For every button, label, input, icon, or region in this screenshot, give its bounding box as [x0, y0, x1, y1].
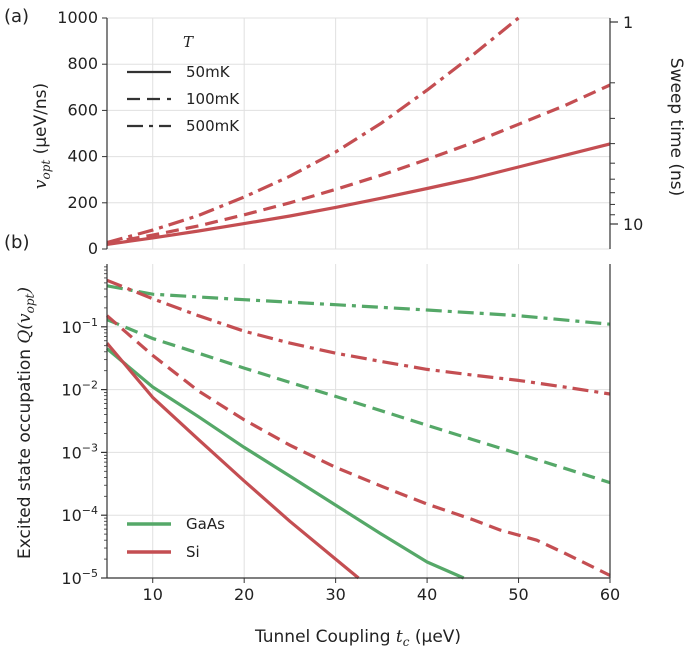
x-axis-subscript: c: [403, 635, 410, 649]
right-tick-label: 10: [623, 215, 643, 234]
bottom-y-text: Excited state occupation: [15, 344, 35, 559]
y-tick-label: 10−1: [61, 316, 98, 337]
series-line-GaAs-50mK: [105, 347, 465, 580]
legend-label-50mK: 50mK: [186, 63, 231, 81]
temperature-legend: T 50mK 100mK 500mK: [127, 33, 240, 135]
y-tick-label: 10−4: [61, 504, 98, 525]
legend-label-Si: Si: [186, 543, 200, 561]
panel-a-series: [106, 16, 611, 246]
bottom-y-arg: (v: [15, 313, 35, 330]
panel-b-grid: [107, 264, 611, 579]
panel-a-axes: [106, 18, 611, 249]
series-line-Si-50mK: [105, 342, 360, 580]
y-tick-label: 1000: [57, 8, 98, 27]
series-line-500mK: [106, 16, 520, 245]
panel-b: 10−510−410−310−210−110 20 30 40 50 60: [61, 264, 620, 604]
panel-b-label: (b): [4, 232, 29, 253]
tick-base: 10: [61, 506, 81, 525]
series-line-50mK: [106, 142, 611, 246]
panel-a-label: (a): [4, 6, 29, 27]
panel-b-ticks: 10−510−410−310−210−110 20 30 40 50 60: [61, 266, 620, 604]
tick-exponent: −1: [82, 316, 98, 329]
top-y-axis-label: vopt (μeV/ns): [31, 83, 53, 189]
x-tick-label: 10: [143, 585, 163, 604]
bottom-y-close: ): [15, 287, 35, 295]
x-axis-unit: (μeV): [409, 627, 461, 647]
bottom-y-subscript: opt: [23, 293, 37, 313]
y-tick-label: 10−2: [61, 379, 98, 400]
top-y-unit: (μeV/ns): [31, 83, 51, 160]
tick-base: 10: [61, 318, 81, 337]
right-tick-label: 1: [623, 13, 633, 32]
x-tick-label: 30: [325, 585, 345, 604]
top-y-symbol: v: [31, 179, 51, 189]
y-tick-label: 200: [67, 193, 98, 212]
y-tick-label: 10−3: [61, 441, 98, 462]
tick-exponent: −3: [82, 441, 98, 454]
y-tick-label: 400: [67, 147, 98, 166]
y-tick-label: 600: [67, 100, 98, 119]
panel-b-axes: [106, 264, 611, 579]
x-axis-label: Tunnel Coupling tc (μeV): [254, 627, 461, 649]
tick-exponent: −2: [82, 379, 98, 392]
legend-label-GaAs: GaAs: [186, 515, 225, 533]
top-y-subscript: opt: [39, 160, 53, 180]
y-tick-label: 10−5: [61, 567, 98, 588]
material-legend: GaAs Si: [127, 515, 225, 561]
series-line-Si-100mK: [105, 314, 611, 577]
panel-a-right-axis: 1 10: [610, 13, 643, 234]
y-tick-label: 0: [88, 239, 98, 258]
series-line-Si-500mK: [106, 278, 611, 396]
legend-label-500mK: 500mK: [186, 117, 240, 135]
series-line-GaAs-500mK: [106, 284, 611, 326]
right-y-axis-label: Sweep time (ns): [666, 58, 686, 197]
tick-base: 10: [61, 381, 81, 400]
panel-a-grid: [107, 17, 611, 250]
x-tick-label: 20: [234, 585, 254, 604]
bottom-y-axis-label: Excited state occupation Q(vopt): [15, 287, 37, 559]
tick-exponent: −4: [82, 504, 98, 517]
legend-label-100mK: 100mK: [186, 90, 240, 108]
x-tick-label: 50: [508, 585, 528, 604]
x-tick-label: 40: [417, 585, 437, 604]
panel-a-ticks: 0 200 400 600 800 1000: [57, 8, 107, 258]
x-axis-text: Tunnel Coupling: [254, 627, 396, 647]
panel-b-series: [105, 278, 611, 580]
y-tick-label: 800: [67, 54, 98, 73]
x-axis-symbol: t: [396, 627, 403, 647]
x-tick-label: 60: [600, 585, 620, 604]
series-line-GaAs-100mK: [106, 318, 611, 485]
bottom-y-Q: Q: [15, 330, 35, 344]
tick-exponent: −5: [82, 567, 98, 580]
legend-title: T: [183, 33, 194, 51]
tick-base: 10: [61, 569, 81, 588]
tick-base: 10: [61, 443, 81, 462]
series-line-100mK: [106, 83, 611, 245]
panel-a: 0 200 400 600 800 1000 1 10: [57, 8, 643, 258]
